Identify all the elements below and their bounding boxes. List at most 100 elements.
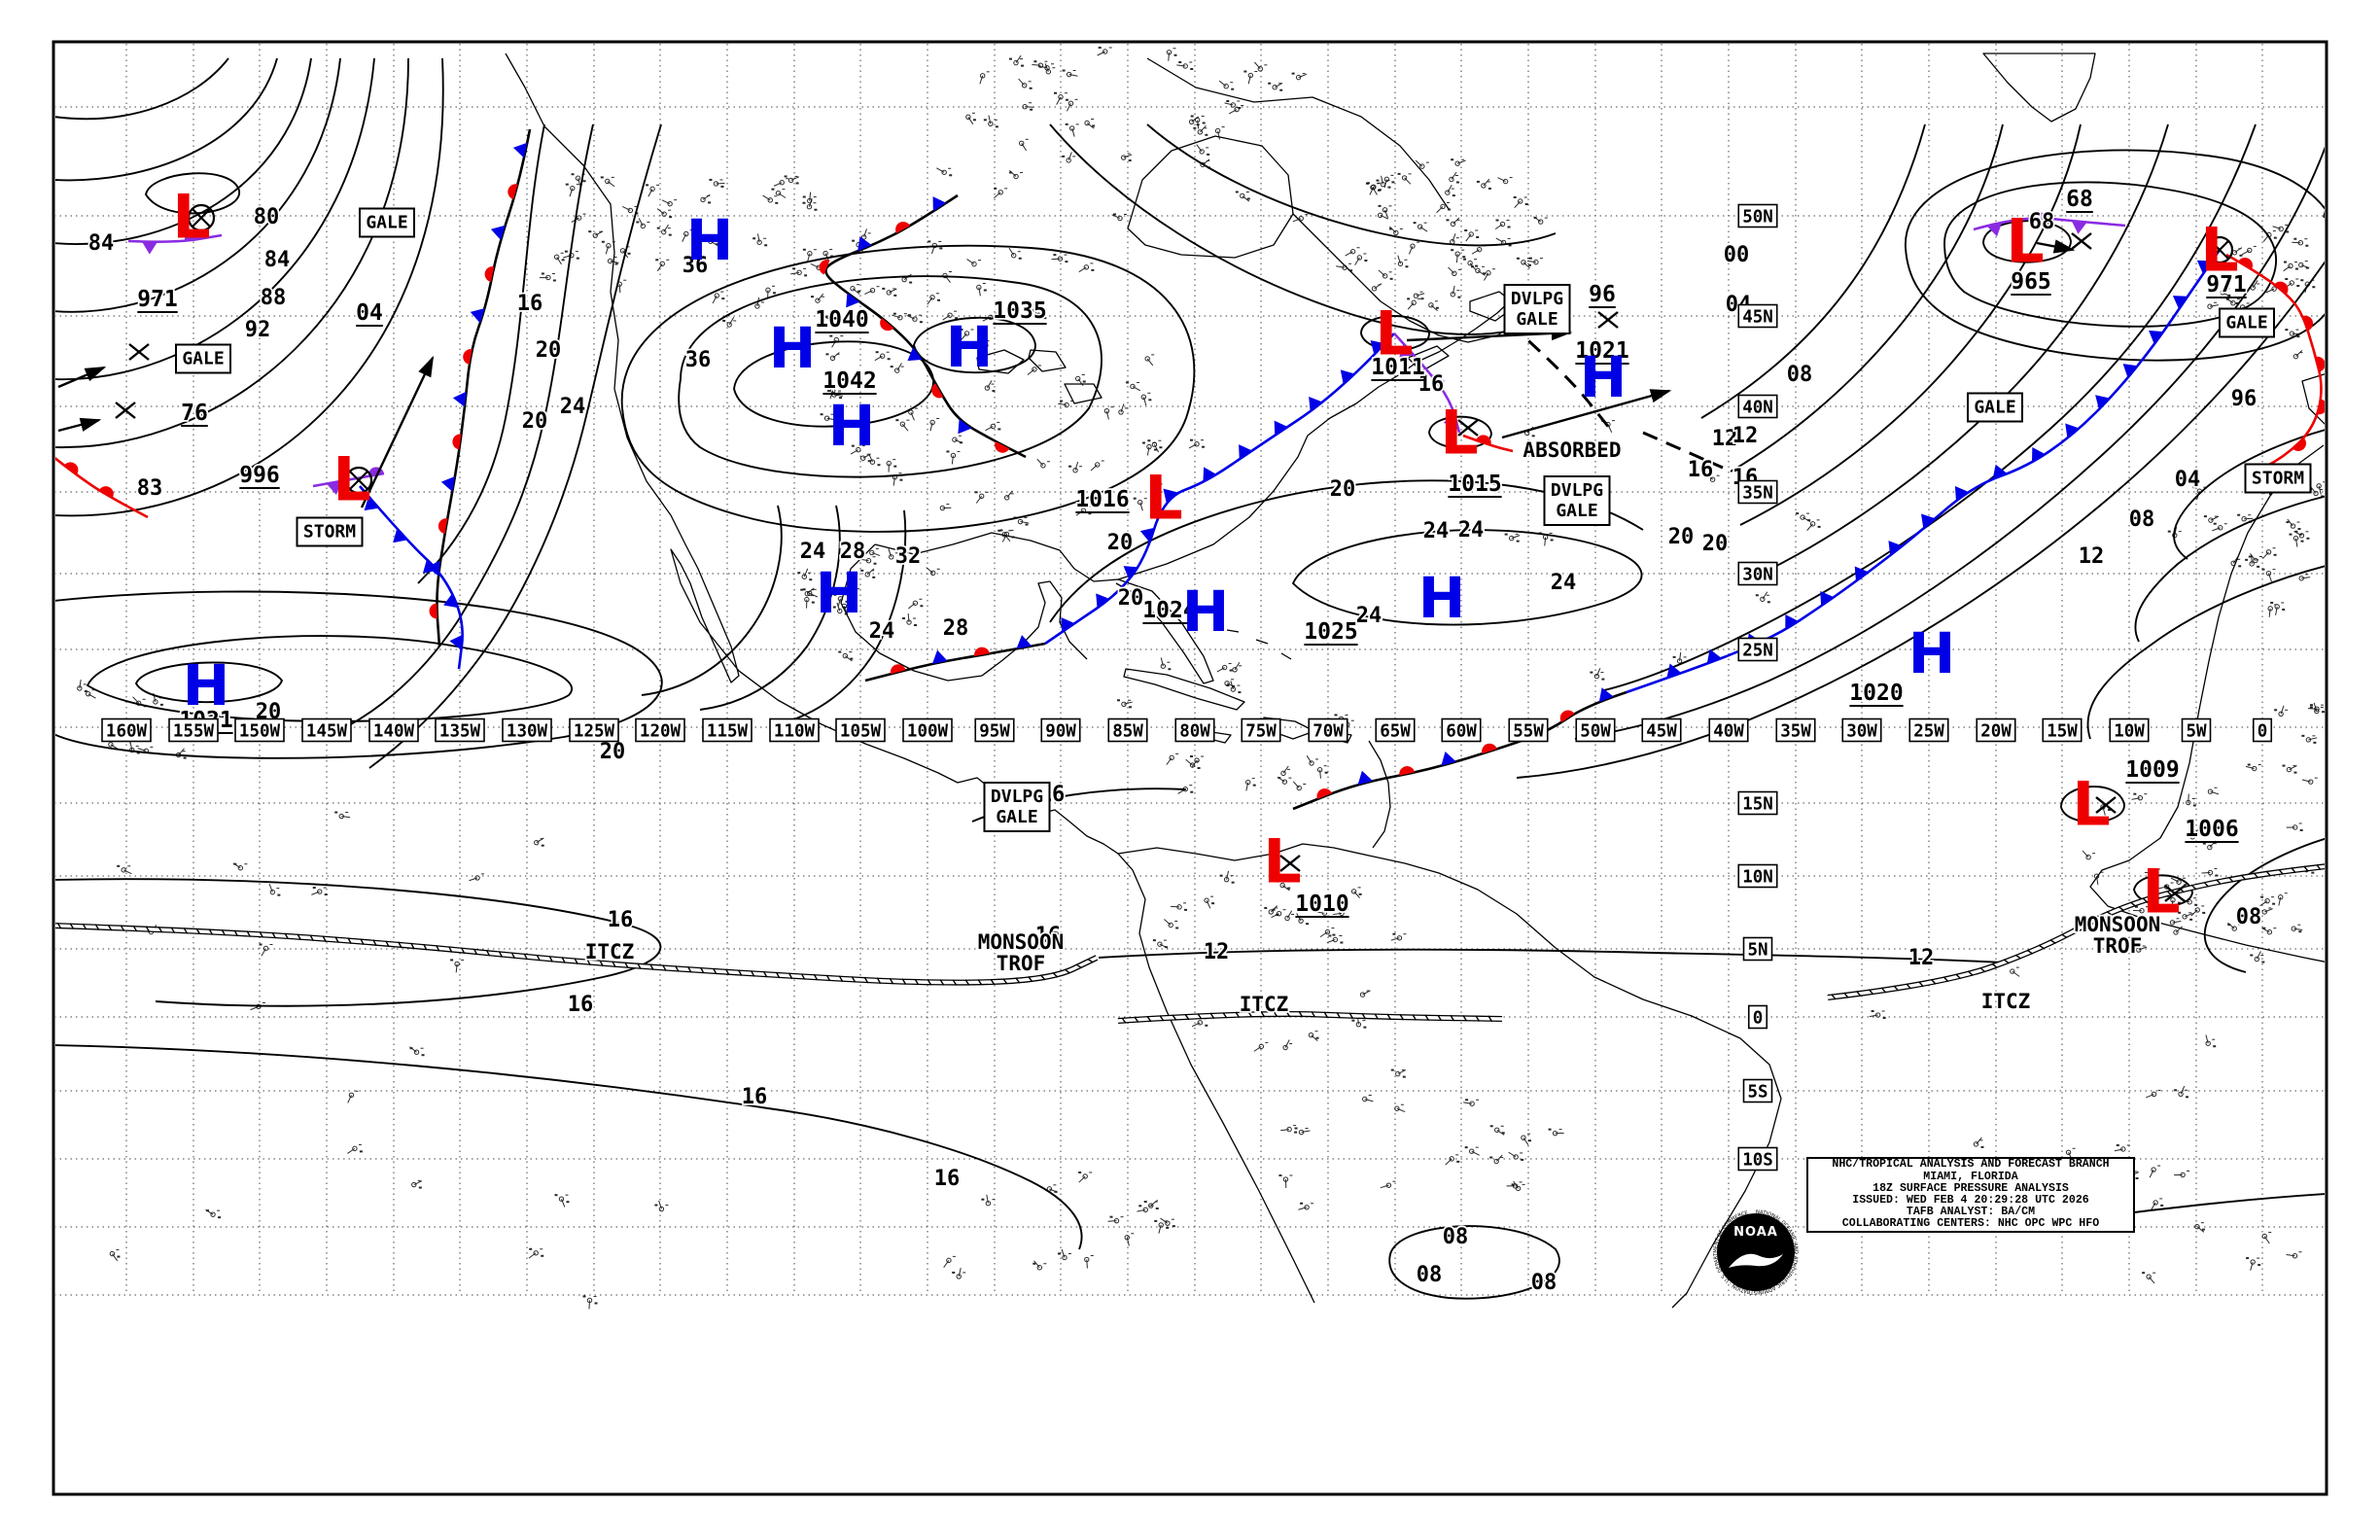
weather-fronts — [55, 128, 2325, 811]
isobar-label: 80 — [254, 205, 280, 229]
trough-line — [1642, 431, 1724, 470]
annotation-text: ITCZ — [585, 940, 635, 963]
latitude-label: 10S — [1737, 1146, 1778, 1172]
occluded-front — [1973, 210, 2126, 237]
warm-front — [1462, 434, 1514, 453]
latitude-label-text: 5N — [1747, 941, 1768, 961]
isobar — [699, 505, 841, 711]
occluded-front — [127, 231, 223, 255]
isobar-label: 92 — [245, 318, 271, 342]
longitude-label: 20W — [1976, 718, 2016, 743]
high-pressure-marker: H — [686, 207, 734, 273]
isobar — [55, 1044, 1083, 1250]
latitude-label-text: 25N — [1742, 642, 1773, 661]
info-line-product: 18Z SURFACE PRESSURE ANALYSIS — [1872, 1181, 2069, 1195]
info-line-branch: NHC/TROPICAL ANALYSIS AND FORECAST BRANC… — [1832, 1158, 2110, 1172]
pressure-value-label: 1024 — [1142, 598, 1196, 623]
warning-text: DVLPG — [1511, 289, 1563, 309]
longitude-label-text: 20W — [1980, 722, 2012, 742]
isobar — [2060, 786, 2125, 823]
isobar-label: 08 — [1417, 1263, 1443, 1287]
isobar-label: 36 — [685, 348, 712, 372]
noaa-logo-text: NOAA — [1733, 1225, 1778, 1240]
warning-text: STORM — [2252, 469, 2304, 489]
longitude-label: 40W — [1708, 718, 1749, 743]
isobar — [55, 57, 312, 245]
longitude-label-text: 125W — [574, 722, 615, 742]
longitude-label-text: 10W — [2114, 722, 2145, 742]
isobar — [1049, 123, 1547, 335]
isobar-label: 16 — [608, 908, 634, 932]
latitude-label-text: 40N — [1742, 399, 1773, 418]
isobar — [1905, 149, 2325, 362]
latitude-label: 5N — [1742, 936, 1773, 962]
isobar-label: 24 — [800, 540, 826, 564]
isobar-label: 16 — [934, 1167, 961, 1191]
latitude-label-text: 50N — [1742, 208, 1773, 228]
x-mark — [1597, 311, 1619, 329]
pressure-value-label: 1021 — [1575, 338, 1628, 364]
trough-line — [1508, 322, 1612, 430]
coastline — [1028, 349, 1067, 372]
annotation-text: MONSOON — [2075, 913, 2161, 936]
cold-front — [1626, 249, 2222, 694]
warning-text: GALE — [1556, 501, 1597, 521]
stationary-front — [819, 193, 1027, 459]
low-pressure-marker: L — [332, 444, 371, 515]
noaa-ring-text: NATIONAL OCEANIC AND ATMOSPHERIC ADMINIS… — [1711, 1208, 1801, 1297]
circled-x-mark — [344, 466, 373, 495]
longitude-label-text: 85W — [1112, 722, 1143, 742]
latitude-label-text: 0 — [1753, 1009, 1764, 1029]
isobar — [1146, 123, 1557, 247]
pressure-value-label: 1025 — [1304, 619, 1357, 645]
longitude-label: 50W — [1575, 718, 1616, 743]
high-pressure-marker: H — [828, 393, 876, 459]
pressure-value-label: 1006 — [2185, 817, 2238, 842]
motion-arrow — [2036, 239, 2076, 254]
coastline — [1407, 345, 1450, 372]
longitude-label-text: 115W — [707, 722, 749, 742]
isobar — [55, 57, 229, 121]
isobar — [1291, 529, 1643, 626]
pressure-value-label: 1016 — [1075, 487, 1129, 512]
isobar-label: 12 — [1712, 427, 1738, 451]
latitude-label: 10N — [1737, 863, 1778, 889]
coastline — [1226, 629, 1292, 660]
longitude-label-text: 35W — [1780, 722, 1811, 742]
high-pressure-marker: H — [816, 560, 863, 626]
annotation-text: MONSOON — [978, 930, 1065, 954]
isobar — [55, 878, 662, 1007]
annotation-text: ITCZ — [1981, 990, 2031, 1013]
longitude-label-text: 75W — [1245, 722, 1277, 742]
isobar — [1730, 123, 2004, 472]
pressure-value-label: 996 — [239, 463, 280, 488]
longitude-label-text: 90W — [1045, 722, 1076, 742]
isobar-label: 24 — [1551, 571, 1577, 595]
isobar — [1574, 146, 2325, 740]
coastline — [1368, 740, 1391, 849]
noaa-logo: NOAA — [1717, 1213, 1795, 1291]
longitude-label: 120W — [635, 718, 685, 743]
isobar — [55, 590, 663, 759]
isobar-label: 12 — [2079, 544, 2105, 569]
pressure-value-label: 1035 — [993, 298, 1046, 324]
warning-box: STORM — [2244, 463, 2312, 494]
latitude-label-text: 10S — [1742, 1151, 1773, 1171]
isobar-label: 12 — [1732, 424, 1759, 448]
isobar — [1943, 181, 2277, 328]
isobar — [55, 57, 341, 313]
high-pressure-marker: H — [183, 652, 230, 718]
warning-text: GALE — [1516, 309, 1558, 330]
longitude-label-text: 145W — [306, 722, 348, 742]
coastline — [1127, 135, 1294, 259]
longitude-label: 5W — [2181, 718, 2212, 743]
longitude-label: 25W — [1908, 718, 1949, 743]
latitude-label: 15N — [1737, 790, 1778, 816]
low-pressure-marker: L — [1144, 463, 1183, 534]
svg-text:NATIONAL OCEANIC AND ATMOSPHER: NATIONAL OCEANIC AND ATMOSPHERIC ADMINIS… — [1713, 1209, 1799, 1295]
isobar-label: 08 — [1787, 363, 1813, 387]
